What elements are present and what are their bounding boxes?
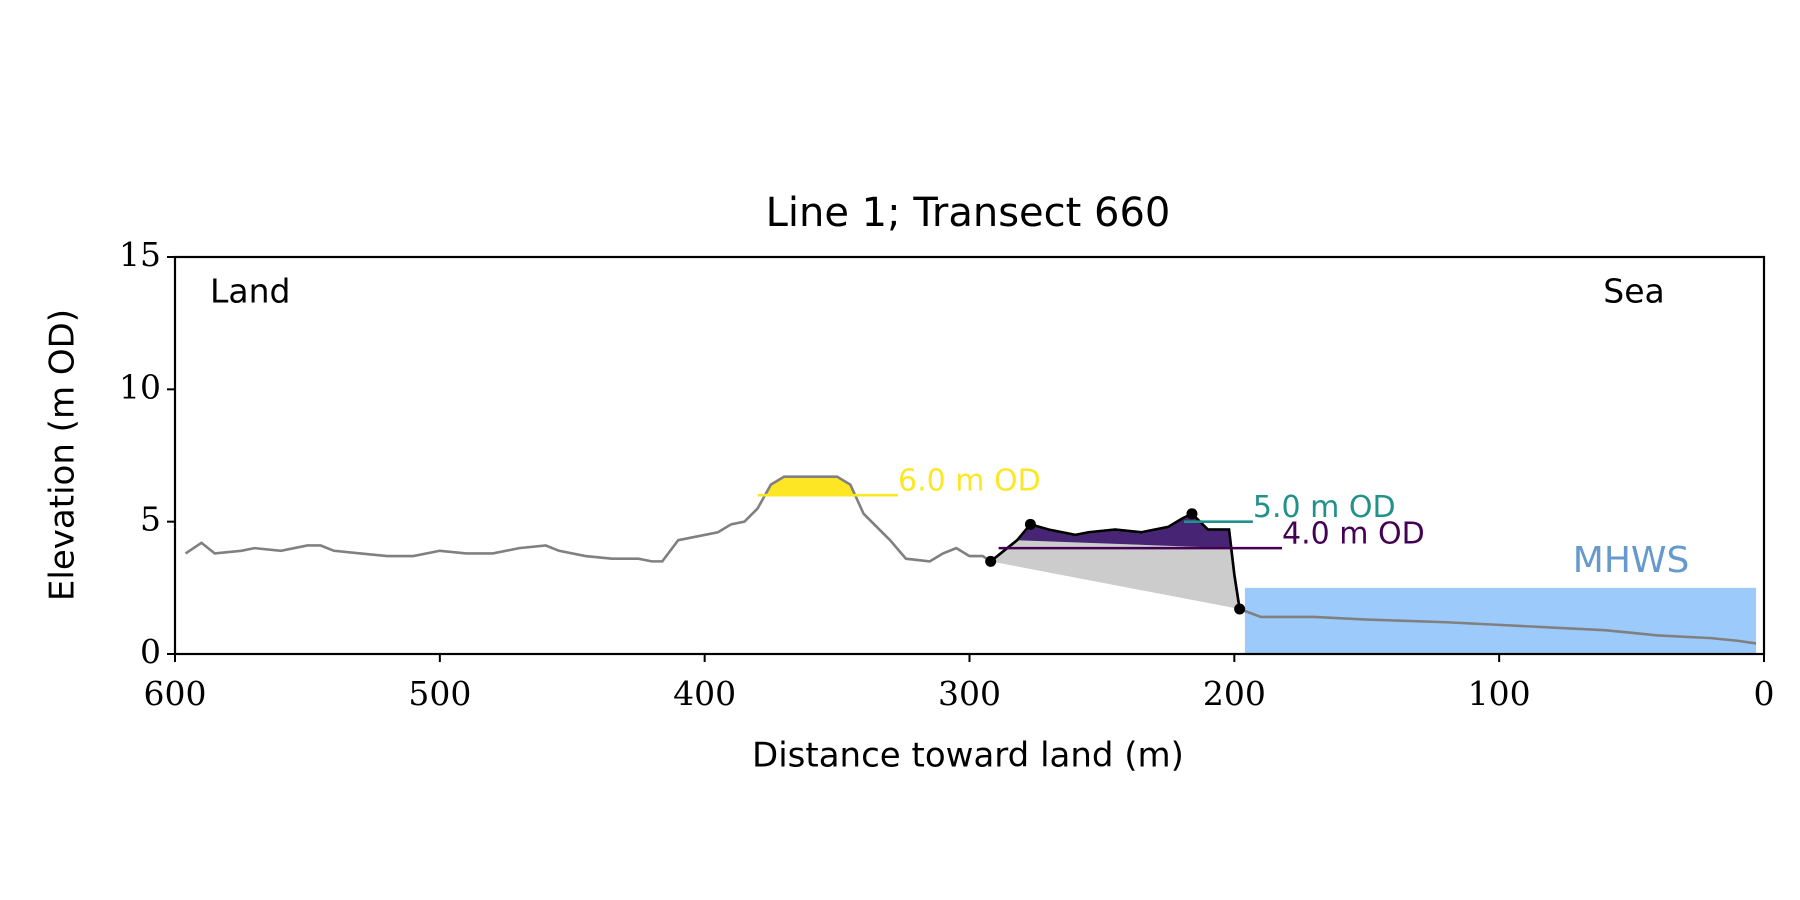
y-axis-label: Elevation (m OD) [43, 309, 83, 601]
crest-point [1024, 518, 1036, 530]
land-label: Land [210, 272, 290, 311]
level-label: 6.0 m OD [898, 464, 1041, 499]
profile-line [184, 475, 1757, 645]
level-label: 4.0 m OD [1282, 517, 1425, 552]
y-tick-label: 10 [119, 367, 161, 406]
x-tick-label: 600 [144, 674, 207, 713]
mhws-label: MHWS [1573, 540, 1690, 581]
x-tick-label: 0 [1754, 674, 1775, 713]
mhws-area [1244, 587, 1757, 654]
crest-point [1186, 508, 1198, 520]
x-tick-label: 300 [938, 674, 1001, 713]
crest-point [985, 555, 997, 567]
level-label: 5.0 m OD [1253, 490, 1396, 525]
y-tick-label: 5 [140, 500, 161, 539]
x-axis-label: Distance toward land (m) [752, 736, 1184, 776]
y-tick-label: 15 [119, 235, 161, 274]
y-tick-label: 0 [140, 632, 161, 671]
chart-title: Line 1; Transect 660 [766, 190, 1171, 236]
x-tick-label: 100 [1468, 674, 1531, 713]
level-fill [764, 476, 856, 496]
cliff-segment [989, 512, 1241, 610]
x-tick-label: 400 [673, 674, 736, 713]
sea-label: Sea [1603, 272, 1664, 311]
crest-point [1234, 603, 1246, 615]
x-tick-label: 500 [408, 674, 471, 713]
x-tick-label: 200 [1203, 674, 1266, 713]
